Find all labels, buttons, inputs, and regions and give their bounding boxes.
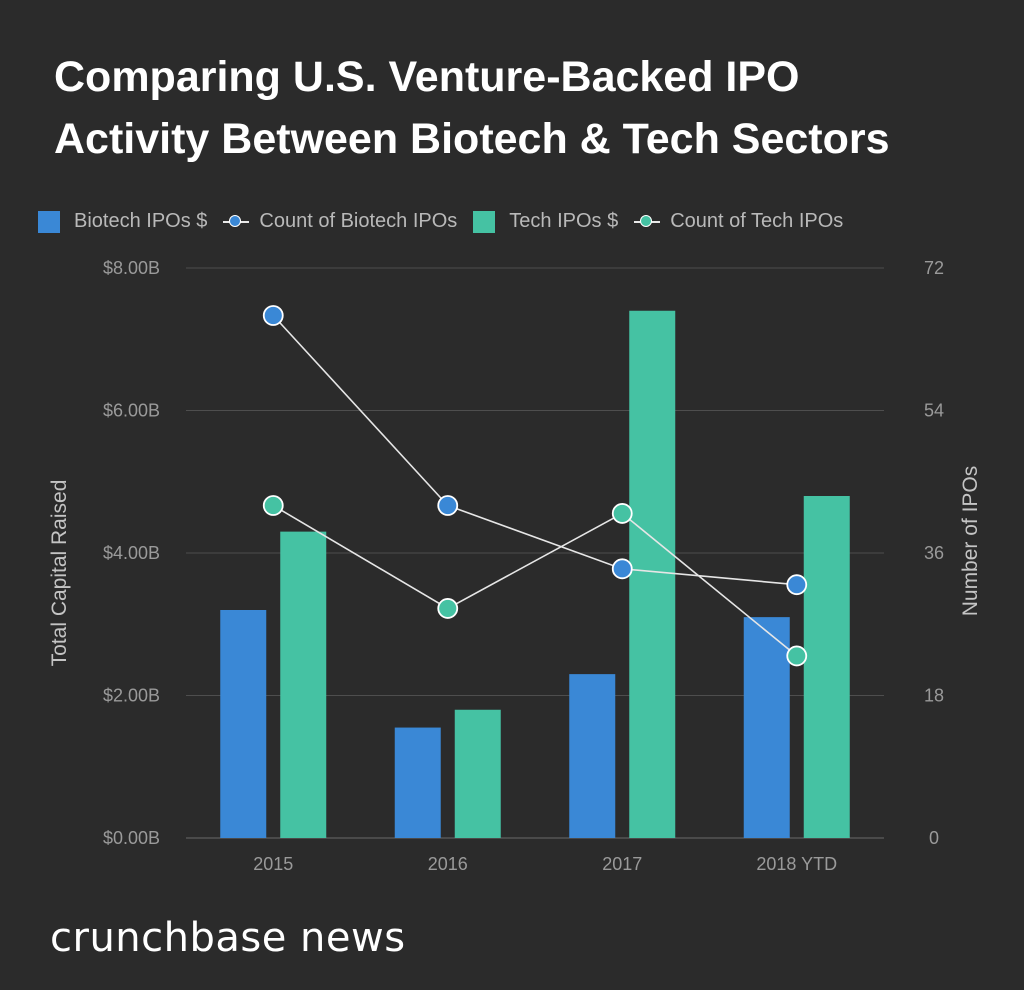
legend-label-biotech-count: Count of Biotech IPOs [259,210,458,232]
tech-count-point[interactable] [262,495,284,516]
brand-logo-text: crunchbase news [50,915,406,961]
biotech-count-point[interactable] [786,574,808,596]
tech-count-point[interactable] [437,598,459,619]
legend-item-tech-dollars[interactable]: Tech IPOs $ [473,210,618,233]
x-tick-label: 2018 YTD [756,854,837,874]
legend-swatch-tech-bar [473,210,496,233]
y2-tick-label: 0 [929,828,939,848]
legend-swatch-biotech-line [223,211,250,233]
biotech-dollars-bar[interactable] [569,674,616,838]
y-tick-label: $6.00B [103,401,160,421]
y-tick-label: $4.00B [103,543,160,563]
tech-count-line [272,504,798,657]
y2-tick-label: 36 [924,543,944,563]
tech-count-point[interactable] [786,645,808,667]
chart-title: Comparing U.S. Venture-Backed IPO Activi… [54,46,994,170]
tech-dollars-bar[interactable] [629,310,676,838]
tech-dollars-bar[interactable] [803,496,850,838]
chart-title-line-1: Comparing U.S. Venture-Backed IPO [54,53,800,101]
legend-item-biotech-dollars[interactable]: Biotech IPOs $ [38,210,207,233]
legend-label-biotech-dollars: Biotech IPOs $ [74,210,208,232]
biotech-dollars-bar[interactable] [743,617,790,838]
y-tick-label: $0.00B [103,828,160,848]
legend-label-tech-count: Count of Tech IPOs [670,210,844,232]
legend-label-tech-dollars: Tech IPOs $ [509,210,619,232]
y2-tick-label: 54 [924,401,944,421]
tech-dollars-bar[interactable] [280,531,327,838]
x-tick-label: 2017 [602,854,642,874]
legend-item-biotech-count[interactable]: Count of Biotech IPOs [223,210,457,233]
chart-legend: Biotech IPOs $ Count of Biotech IPOs Tec… [38,210,859,233]
biotech-dollars-bar[interactable] [394,727,441,838]
y-tick-label: $2.00B [103,686,160,706]
y2-axis-title: Number of IPOs [959,466,982,617]
y-axis-title: Total Capital Raised [48,480,71,667]
y-tick-label: $8.00B [103,258,160,278]
legend-swatch-biotech-bar [38,210,60,233]
y2-tick-label: 72 [924,258,944,278]
biotech-count-point[interactable] [611,558,633,580]
x-tick-label: 2015 [253,854,293,874]
legend-swatch-tech-line [634,211,661,233]
legend-item-tech-count[interactable]: Count of Tech IPOs [634,210,843,233]
tech-count-point[interactable] [611,503,633,524]
biotech-count-point[interactable] [437,495,459,516]
tech-dollars-bar[interactable] [454,709,501,838]
biotech-count-point[interactable] [262,305,284,326]
biotech-count-line [272,314,797,586]
y2-tick-label: 18 [924,686,944,706]
chart-title-line-2: Activity Between Biotech & Tech Sectors [54,115,890,163]
biotech-dollars-bar[interactable] [220,610,267,838]
x-tick-label: 2016 [428,854,468,874]
